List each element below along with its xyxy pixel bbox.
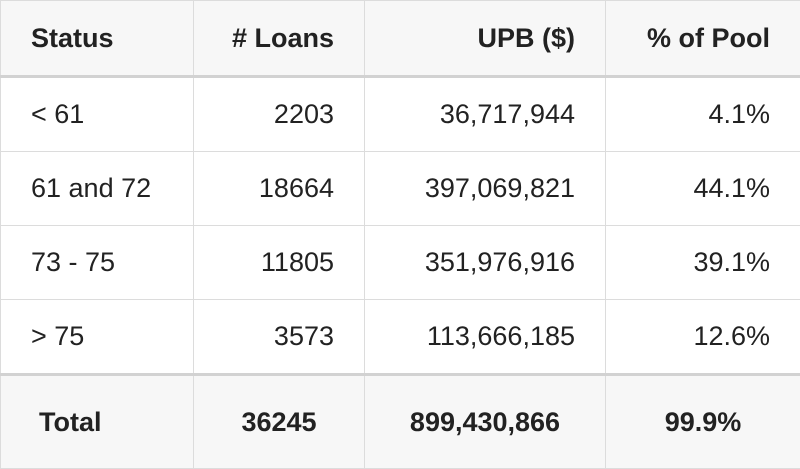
cell-pct-pool: 4.1%	[605, 76, 800, 152]
table-row: < 61 2203 36,717,944 4.1%	[0, 76, 800, 152]
cell-loans: 18664	[193, 151, 365, 226]
table-row: > 75 3573 113,666,185 12.6%	[0, 299, 800, 375]
cell-loans: 2203	[193, 76, 365, 152]
header-status: Status	[0, 0, 194, 78]
header-pct-pool: % of Pool	[605, 0, 800, 78]
cell-upb: 351,976,916	[364, 225, 606, 300]
table-row: 73 - 75 11805 351,976,916 39.1%	[0, 225, 800, 300]
total-label: Total	[0, 373, 194, 469]
cell-status: 73 - 75	[0, 225, 194, 300]
cell-status: > 75	[0, 299, 194, 375]
header-upb: UPB ($)	[364, 0, 606, 78]
total-pct-pool: 99.9%	[605, 373, 800, 469]
table-total-row: Total 36245 899,430,866 99.9%	[0, 373, 800, 469]
cell-loans: 3573	[193, 299, 365, 375]
table-row: 61 and 72 18664 397,069,821 44.1%	[0, 151, 800, 226]
cell-status: < 61	[0, 76, 194, 152]
total-upb: 899,430,866	[364, 373, 606, 469]
cell-loans: 11805	[193, 225, 365, 300]
cell-upb: 113,666,185	[364, 299, 606, 375]
cell-pct-pool: 39.1%	[605, 225, 800, 300]
cell-status: 61 and 72	[0, 151, 194, 226]
cell-upb: 36,717,944	[364, 76, 606, 152]
cell-pct-pool: 44.1%	[605, 151, 800, 226]
table-header-row: Status # Loans UPB ($) % of Pool	[0, 0, 800, 78]
total-loans: 36245	[193, 373, 365, 469]
header-loans: # Loans	[193, 0, 365, 78]
cell-pct-pool: 12.6%	[605, 299, 800, 375]
cell-upb: 397,069,821	[364, 151, 606, 226]
